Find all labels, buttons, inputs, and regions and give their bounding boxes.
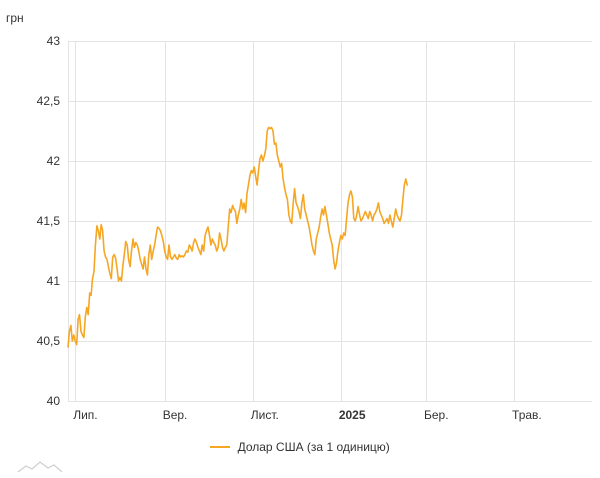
y-tick-label: 41,5 [37, 214, 61, 228]
x-tick-label: Лип. [73, 408, 97, 422]
usd-rate-line[interactable] [67, 126, 408, 348]
x-tick-label: Бер. [424, 408, 449, 422]
y-axis-unit-label: грн [6, 11, 24, 25]
x-tick-label: Трав. [512, 408, 542, 422]
chart-logo-icon [17, 461, 63, 473]
y-tick-label: 41 [47, 274, 61, 288]
y-tick-label: 40 [47, 394, 61, 408]
y-tick-label: 40,5 [37, 334, 61, 348]
y-tick-label: 42 [47, 154, 61, 168]
x-tick-label: Лист. [251, 408, 279, 422]
y-tick-label: 43 [47, 34, 61, 48]
grid [68, 41, 592, 402]
legend-label: Долар США (за 1 одиницю) [237, 440, 390, 454]
y-tick-label: 42,5 [37, 94, 61, 108]
x-tick-label: Вер. [163, 408, 188, 422]
x-tick-label: 2025 [339, 408, 366, 422]
chart-legend[interactable]: Долар США (за 1 одиницю) [0, 440, 600, 454]
x-axis-ticks: Лип. Вер. Лист. 2025 Бер. Трав. [73, 408, 542, 422]
legend-swatch-icon [210, 445, 231, 448]
y-axis-ticks: 40 40,5 41 41,5 42 42,5 43 [37, 34, 61, 408]
